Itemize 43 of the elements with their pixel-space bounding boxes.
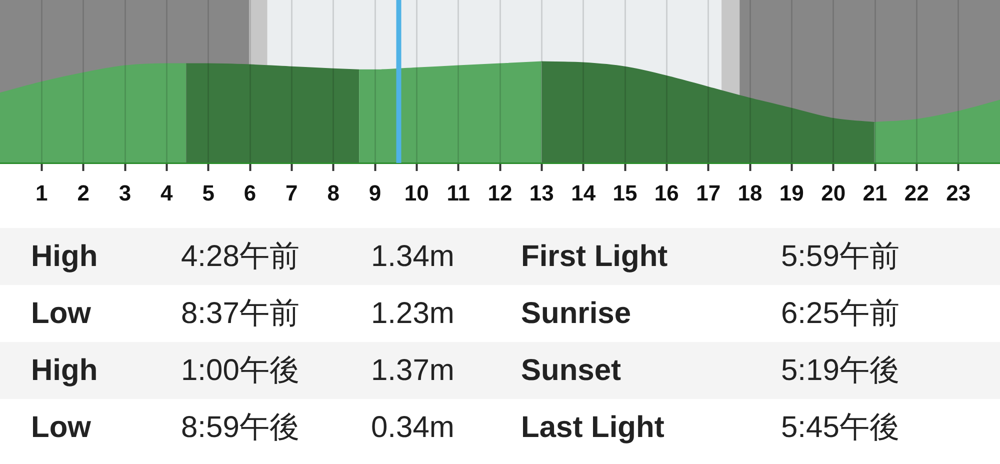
x-tick-label: 7 <box>286 180 298 206</box>
x-tick-label: 10 <box>404 180 429 206</box>
text: 5:59午前 <box>781 239 900 274</box>
text: High <box>31 239 98 274</box>
x-tick-label: 9 <box>368 180 382 206</box>
x-tick-label: 18 <box>738 180 762 206</box>
x-tick-label: 4 <box>160 180 174 206</box>
text: 5:45午後 <box>781 410 900 445</box>
text: 0.34m <box>371 410 454 445</box>
text: 8:37午前 <box>181 296 300 331</box>
text: 1.37m <box>371 353 454 388</box>
x-tick-label: 20 <box>821 180 846 206</box>
x-tick-label: 17 <box>696 180 721 206</box>
x-tick-label: 8 <box>327 180 340 206</box>
x-tick-label: 11 <box>446 180 470 206</box>
text: 8:59午後 <box>181 410 300 445</box>
x-tick-label: 15 <box>612 180 638 206</box>
text: 5:19午後 <box>781 353 900 388</box>
x-tick-label: 6 <box>244 180 256 206</box>
x-tick-label: 5 <box>202 180 214 206</box>
text: High <box>31 353 98 388</box>
text: Sunrise <box>521 296 632 331</box>
x-tick-label: 1 <box>36 180 48 206</box>
x-tick-label: 23 <box>946 180 971 206</box>
x-tick-label: 2 <box>77 180 90 206</box>
x-tick-label: 22 <box>904 180 929 206</box>
text: 1:00午後 <box>181 353 300 388</box>
x-tick-label: 3 <box>118 180 132 206</box>
x-tick-label: 16 <box>654 180 679 206</box>
x-tick-label: 21 <box>862 180 888 206</box>
x-tick-label: 13 <box>529 180 554 206</box>
x-tick-label: 14 <box>571 180 596 206</box>
text: 4:28午前 <box>181 239 300 274</box>
text: First Light <box>521 239 668 274</box>
text: Low <box>31 410 91 445</box>
x-tick-label: 12 <box>488 180 512 206</box>
text: 1.34m <box>371 239 454 274</box>
x-tick-label: 19 <box>779 180 804 206</box>
text: Last Light <box>521 410 664 445</box>
text: 1.23m <box>371 296 454 331</box>
text: 6:25午前 <box>781 296 900 331</box>
text: Sunset <box>521 353 622 388</box>
text: Low <box>31 296 91 331</box>
